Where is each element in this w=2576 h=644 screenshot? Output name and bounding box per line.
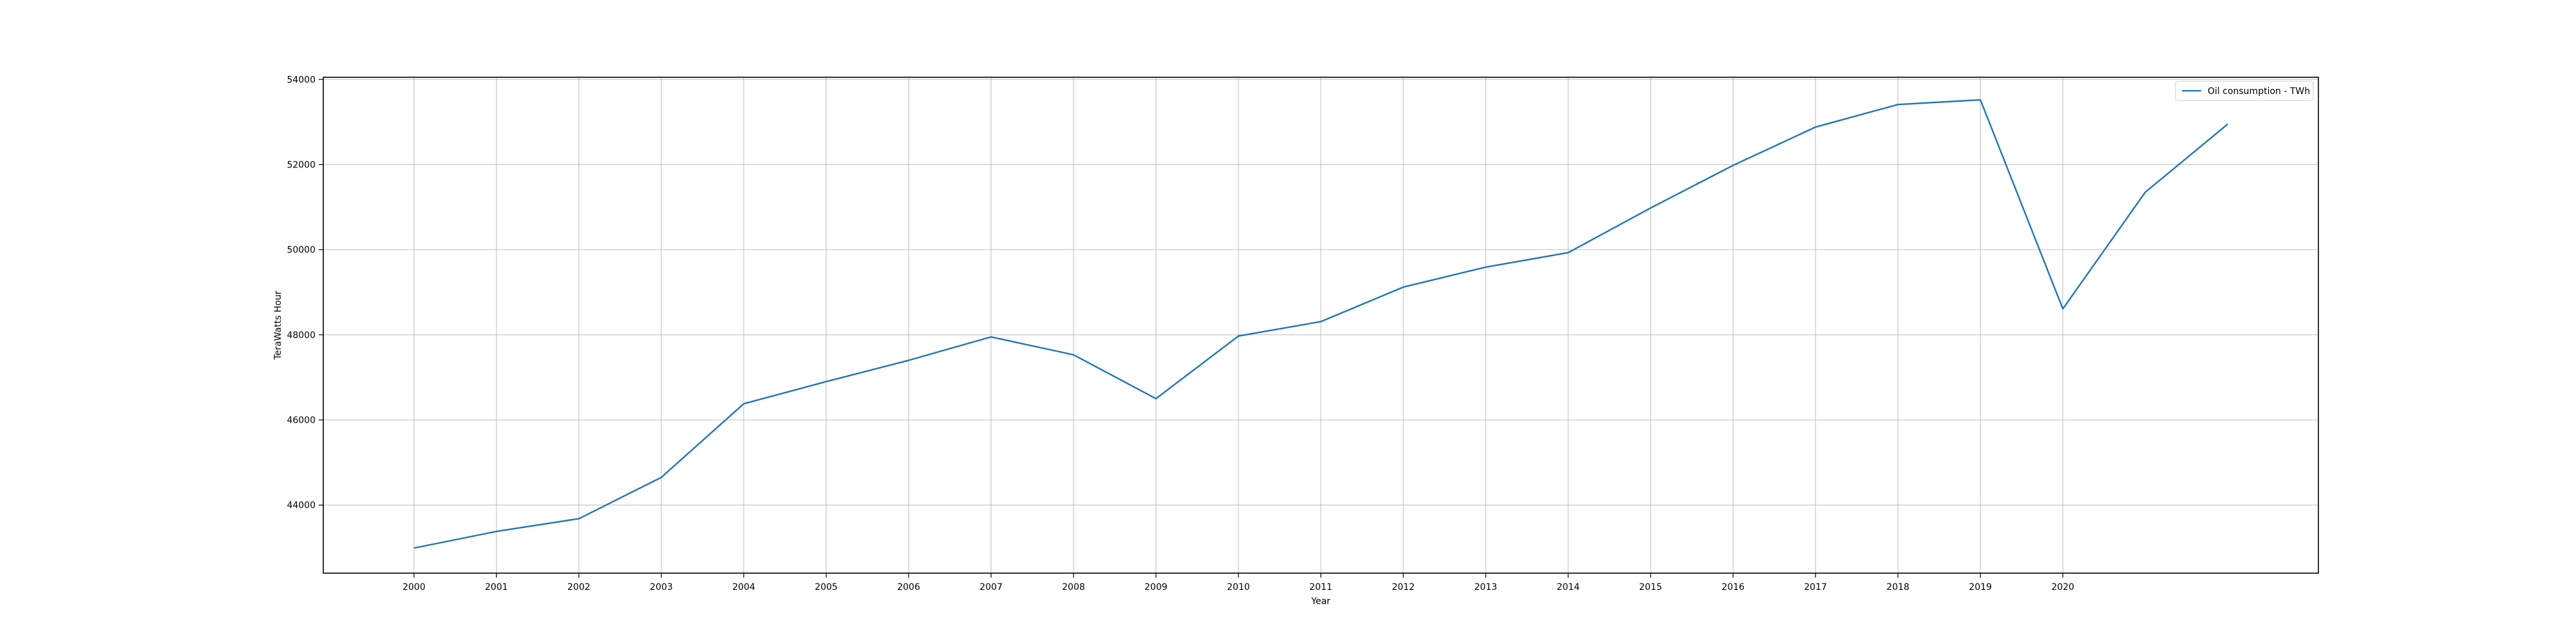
data-point [742,402,745,405]
data-point [1072,353,1075,356]
x-gridlines [413,77,2063,573]
x-tick-label: 2015 [1639,582,1662,592]
x-tick-label: 2000 [402,582,426,592]
y-tick-label: 46000 [287,415,316,426]
plot-series [412,99,2230,550]
data-point [1649,206,1653,209]
x-tick-label: 2020 [2051,582,2074,592]
x-tick-label: 2007 [980,582,1003,592]
data-point [907,359,910,362]
data-point [2226,122,2230,126]
data-point [1320,320,1323,323]
x-axis-ticks: 2000 2001 2002 2003 2004 2005 2006 2007 2008 2009… [402,573,2074,592]
y-axis-ticks: 44000 46000 48000 50000 52000 54000 [287,75,323,511]
data-point [989,336,992,339]
x-tick-label: 2001 [485,582,508,592]
x-tick-label: 2014 [1557,582,1580,592]
x-tick-label: 2018 [1886,582,1909,592]
y-tick-label: 48000 [287,330,316,341]
data-point [1732,164,1735,167]
data-point [659,476,663,479]
x-tick-label: 2006 [897,582,920,592]
data-point [412,547,415,550]
legend-box [2175,80,2314,101]
x-tick-label: 2011 [1309,582,1332,592]
x-tick-label: 2019 [1969,582,1992,592]
data-point [1814,126,1817,129]
data-point [1484,265,1488,269]
data-point [1567,251,1570,254]
y-gridlines [323,79,2318,506]
data-point [1154,397,1157,401]
x-tick-label: 2012 [1392,582,1415,592]
x-axis-label: Year [1311,596,1331,607]
x-tick-label: 2013 [1474,582,1497,592]
x-tick-label: 2005 [815,582,838,592]
x-tick-label: 2016 [1721,582,1745,592]
data-point [1979,99,1982,102]
data-point [824,380,828,383]
data-point [495,530,498,533]
data-point [577,517,580,520]
y-tick-label: 44000 [287,500,316,511]
legend: Oil consumption - TWh [2175,80,2314,101]
series-line [413,99,2228,549]
x-tick-label: 2010 [1227,582,1250,592]
data-point [1236,334,1240,337]
y-tick-label: 50000 [287,245,316,256]
data-point [1897,103,1900,106]
x-tick-label: 2004 [732,582,755,592]
x-tick-label: 2002 [567,582,591,592]
y-tick-label: 52000 [287,160,316,170]
data-point [2061,307,2065,310]
data-point [2144,191,2147,194]
y-tick-label: 54000 [287,75,316,85]
legend-entry-label: Oil consumption - TWh [2208,86,2310,97]
x-tick-label: 2017 [1804,582,1827,592]
x-tick-label: 2008 [1062,582,1085,592]
y-axis-label: TeraWatts Hour [273,290,283,360]
x-tick-label: 2003 [650,582,673,592]
x-tick-label: 2009 [1144,582,1168,592]
data-point [1402,285,1405,289]
